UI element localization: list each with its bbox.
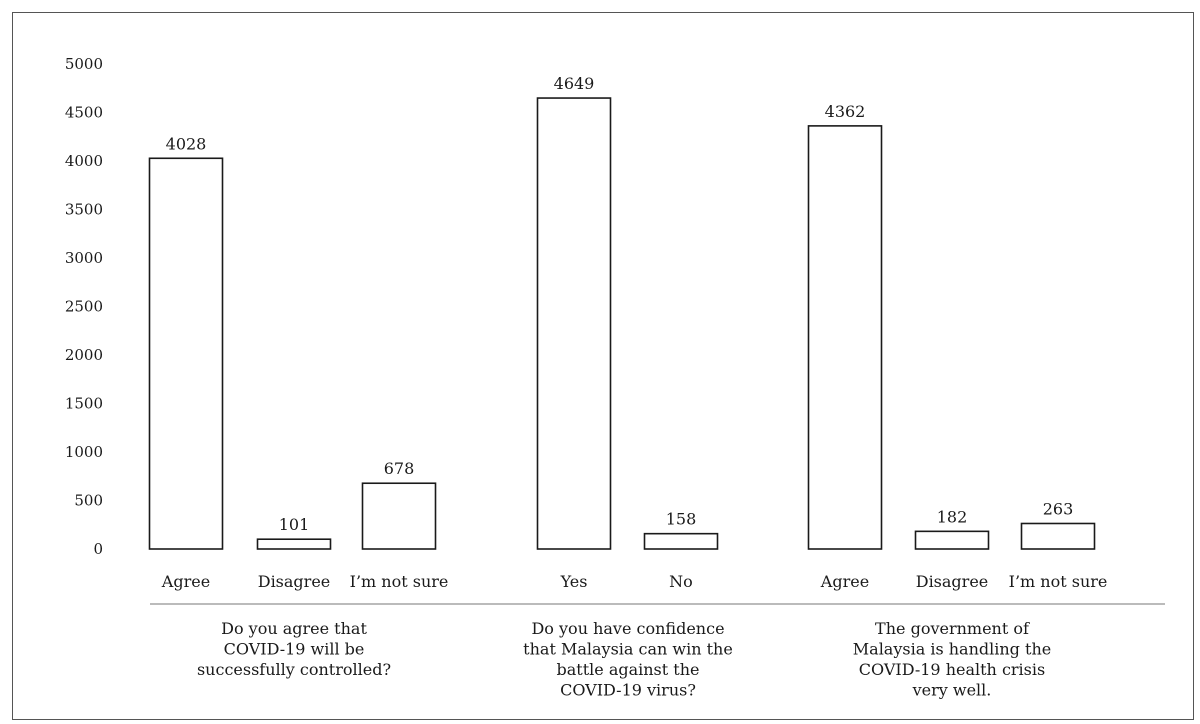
group-question-label: battle against the <box>557 660 700 679</box>
bar <box>807 125 883 550</box>
group-question-label: very well. <box>912 681 992 700</box>
group-question-label: COVID-19 health crisis <box>859 660 1045 679</box>
category-label: I’m not sure <box>350 572 449 591</box>
bar <box>914 530 990 550</box>
data-label: 4028 <box>166 134 207 153</box>
group-question-label: COVID-19 will be <box>224 640 365 659</box>
y-tick-label: 4500 <box>65 104 103 122</box>
bar <box>256 538 332 550</box>
group-question-label: COVID-19 virus? <box>560 681 696 700</box>
y-tick-label: 2500 <box>65 298 103 316</box>
group-labels: Do you agree that COVID-19 will besuccess… <box>197 619 1051 700</box>
category-label: Disagree <box>916 572 989 591</box>
group-question-label: Do you have confidence <box>531 619 724 638</box>
y-tick-label: 4000 <box>65 152 103 170</box>
bar <box>361 482 437 550</box>
data-label: 4362 <box>825 102 866 121</box>
data-label: 101 <box>279 515 310 534</box>
category-label: Yes <box>560 572 588 591</box>
data-label: 678 <box>384 459 415 478</box>
data-label: 4649 <box>554 74 595 93</box>
category-label: Agree <box>161 572 210 591</box>
chart-frame <box>12 12 1194 720</box>
category-label: Disagree <box>258 572 331 591</box>
bar <box>148 157 224 550</box>
data-label: 182 <box>937 507 968 526</box>
group-question-label: that Malaysia can win the <box>523 640 733 659</box>
category-label: Agree <box>820 572 869 591</box>
y-tick-label: 3000 <box>65 249 103 267</box>
category-label: No <box>669 572 693 591</box>
y-tick-label: 500 <box>74 492 103 510</box>
bar <box>1020 522 1096 550</box>
y-axis: 0 500 1000 1500 2000 2500 3000 3500 4000 4500 5000 <box>65 55 103 558</box>
y-tick-label: 1000 <box>65 443 103 461</box>
y-tick-label: 2000 <box>65 346 103 364</box>
group-question-label: The government of <box>875 619 1030 638</box>
group-question-label: Malaysia is handling the <box>853 640 1051 659</box>
data-label: 158 <box>666 510 697 529</box>
bar <box>643 532 719 550</box>
category-label: I’m not sure <box>1009 572 1108 591</box>
y-tick-label: 5000 <box>65 55 103 73</box>
group-question-label: Do you agree that <box>221 619 367 638</box>
y-tick-label: 3500 <box>65 201 103 219</box>
data-label: 263 <box>1043 499 1074 518</box>
bars: 4028 Agree 101 Disagree 678 I’m not sure 4649 Y… <box>148 74 1108 591</box>
group-question-label: successfully controlled? <box>197 660 391 679</box>
y-tick-label: 1500 <box>65 395 103 413</box>
bar <box>536 97 612 550</box>
y-tick-label: 0 <box>93 540 103 558</box>
